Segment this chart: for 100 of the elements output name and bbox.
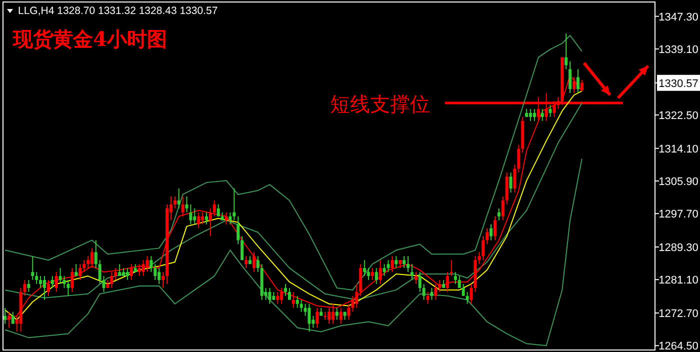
candlestick — [150, 256, 153, 273]
candlestick — [236, 216, 240, 245]
candlestick — [185, 196, 188, 213]
candlestick — [224, 212, 228, 225]
candlestick — [370, 268, 374, 280]
candlestick — [458, 276, 461, 288]
candlestick — [505, 172, 508, 205]
candlestick — [548, 104, 552, 118]
candlestick — [181, 196, 184, 217]
candlestick — [359, 264, 362, 296]
candlestick — [276, 291, 280, 304]
candlestick — [378, 260, 382, 284]
candlestick — [158, 268, 161, 284]
y-tick-label: 1339.10 — [658, 44, 698, 56]
candlestick — [232, 188, 236, 221]
candlestick — [146, 256, 149, 273]
candlestick — [11, 311, 14, 324]
candlestick — [162, 272, 165, 288]
candlestick — [296, 295, 299, 308]
candlestick — [394, 256, 398, 269]
candlestick — [430, 287, 434, 300]
candlestick — [142, 260, 145, 277]
candlestick — [564, 32, 568, 70]
candlestick — [402, 256, 406, 269]
candlestick — [540, 108, 544, 122]
candlestick — [35, 272, 38, 284]
y-tick-label: 1305.90 — [658, 176, 698, 188]
candlestick — [94, 240, 98, 269]
candlestick — [517, 144, 520, 174]
y-tick-label: 1347.30 — [658, 11, 698, 24]
candlestick — [78, 264, 82, 280]
candlestick — [438, 280, 442, 292]
candlestick — [66, 280, 70, 296]
candlestick — [367, 268, 370, 280]
annotation: LLG,H4 1328.70 1331.32 1328.43 1330.57 — [18, 5, 218, 17]
candlestick — [82, 260, 86, 273]
candlestick — [244, 256, 248, 269]
candlestick — [414, 272, 418, 284]
candlestick — [284, 283, 288, 296]
y-tick-label: 1330.57 — [658, 78, 698, 90]
candlestick — [27, 280, 30, 292]
candlestick — [98, 260, 102, 284]
candlestick — [252, 252, 256, 273]
candlestick — [363, 260, 366, 277]
candlestick — [466, 291, 469, 304]
candlestick — [529, 108, 532, 122]
candlestick — [173, 196, 176, 209]
candlestick — [189, 204, 192, 225]
candlestick — [154, 264, 157, 280]
candlestick — [576, 68, 580, 94]
candlestick — [110, 272, 114, 288]
candlestick — [446, 272, 450, 292]
candlestick — [114, 268, 118, 280]
candlestick — [3, 307, 6, 324]
candlestick — [70, 268, 74, 292]
candlestick — [201, 212, 204, 225]
candlestick — [177, 188, 180, 209]
candlestick — [54, 272, 58, 292]
line-series — [4, 158, 582, 346]
y-tick-label: 1281.10 — [658, 274, 698, 287]
candlestick — [513, 164, 516, 194]
ref-line-label: 短线支撑位 — [330, 92, 430, 116]
candlestick — [490, 224, 493, 241]
candlestick — [509, 172, 512, 194]
candlestick — [486, 228, 489, 245]
candlestick — [406, 256, 410, 273]
candlestick — [58, 268, 62, 284]
candlestick — [450, 260, 453, 277]
candlestick — [478, 252, 481, 265]
candlestick — [374, 268, 378, 284]
candlestick — [422, 283, 426, 300]
y-tick-label: 1322.50 — [658, 110, 698, 122]
candlestick — [50, 276, 54, 288]
candlestick — [497, 208, 500, 221]
candlestick — [280, 287, 284, 304]
candlestick — [568, 60, 572, 94]
candlestick — [268, 287, 272, 304]
candlestick — [216, 204, 220, 217]
y-tick-label: 1272.70 — [658, 308, 698, 320]
candlestick — [90, 248, 94, 269]
candlestick — [228, 212, 232, 225]
candlestick — [46, 280, 50, 296]
y-tick-label: 1314.10 — [658, 143, 698, 156]
candlestick — [138, 264, 141, 277]
candlestick — [308, 303, 311, 332]
candlestick — [454, 272, 457, 284]
candlestick — [426, 291, 430, 304]
candlestick — [31, 256, 34, 280]
candlestick — [434, 283, 438, 300]
candlestick — [292, 291, 295, 308]
candlestick — [410, 264, 414, 280]
candlestick — [102, 276, 106, 292]
candlestick — [86, 256, 90, 269]
candlestick — [390, 256, 394, 273]
candlestick — [205, 212, 208, 225]
y-tick-label: 1264.50 — [658, 340, 698, 352]
candlestick — [355, 283, 358, 308]
candlestick — [386, 260, 390, 273]
y-tick-label: 1289.30 — [658, 242, 698, 254]
candlestick — [382, 264, 386, 277]
